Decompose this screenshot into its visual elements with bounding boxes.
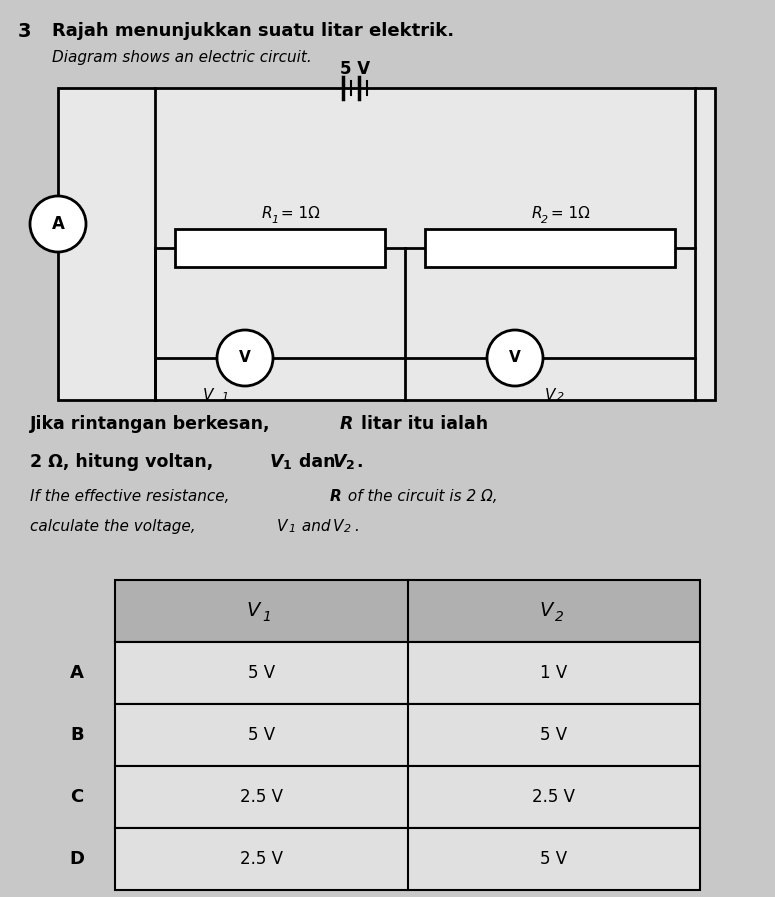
Text: .: . [356, 453, 363, 471]
Text: R: R [532, 206, 542, 221]
Text: 5 V: 5 V [540, 726, 567, 744]
Text: = 1Ω: = 1Ω [276, 206, 320, 221]
Text: V: V [239, 351, 251, 365]
Text: V: V [539, 602, 553, 621]
Text: 2: 2 [344, 524, 351, 534]
Text: C: C [71, 788, 84, 806]
Text: Diagram shows an electric circuit.: Diagram shows an electric circuit. [52, 50, 312, 65]
Text: 2.5 V: 2.5 V [239, 788, 283, 806]
Bar [115, 828, 700, 890]
Circle shape [30, 196, 86, 252]
Bar [58, 88, 715, 400]
Circle shape [217, 330, 273, 386]
Text: V: V [202, 388, 213, 403]
Text: R: R [340, 415, 353, 433]
Bar [115, 580, 700, 642]
Text: 5 V: 5 V [340, 60, 370, 78]
Text: R: R [262, 206, 273, 221]
Text: V: V [333, 519, 343, 534]
Text: 2.5 V: 2.5 V [532, 788, 575, 806]
Text: calculate the voltage,: calculate the voltage, [30, 519, 201, 534]
Text: 2 Ω, hitung voltan,: 2 Ω, hitung voltan, [30, 453, 219, 471]
Text: dan: dan [293, 453, 342, 471]
Text: 2: 2 [541, 215, 548, 225]
Bar [175, 229, 385, 267]
Text: 5 V: 5 V [540, 850, 567, 868]
Text: D: D [70, 850, 84, 868]
Text: 1: 1 [288, 524, 295, 534]
Text: 1: 1 [263, 610, 272, 624]
Text: 2.5 V: 2.5 V [239, 850, 283, 868]
Text: A: A [70, 664, 84, 682]
Text: 1: 1 [271, 215, 278, 225]
Bar [115, 704, 700, 766]
Text: and: and [297, 519, 336, 534]
Text: A: A [52, 215, 64, 233]
Text: If the effective resistance,: If the effective resistance, [30, 489, 234, 504]
Text: litar itu ialah: litar itu ialah [355, 415, 488, 433]
Text: R: R [330, 489, 342, 504]
Text: V: V [270, 453, 284, 471]
Text: B: B [71, 726, 84, 744]
Text: .: . [354, 519, 359, 534]
Text: 2: 2 [556, 610, 564, 624]
Text: 1 V: 1 V [540, 664, 567, 682]
Text: 5 V: 5 V [248, 726, 275, 744]
Text: V: V [333, 453, 346, 471]
Bar [425, 229, 675, 267]
Text: V: V [545, 388, 556, 403]
Text: 1: 1 [283, 459, 291, 472]
Text: V: V [246, 602, 260, 621]
Text: 1: 1 [221, 392, 228, 402]
Circle shape [487, 330, 543, 386]
Text: V: V [277, 519, 288, 534]
Text: 5 V: 5 V [248, 664, 275, 682]
Text: of the circuit is 2 Ω,: of the circuit is 2 Ω, [343, 489, 498, 504]
Bar [115, 642, 700, 704]
Text: 3: 3 [18, 22, 32, 41]
Text: = 1Ω: = 1Ω [546, 206, 590, 221]
Text: V: V [509, 351, 521, 365]
Text: 2: 2 [346, 459, 355, 472]
Bar [115, 766, 700, 828]
Text: Rajah menunjukkan suatu litar elektrik.: Rajah menunjukkan suatu litar elektrik. [52, 22, 454, 40]
Text: Jika rintangan berkesan,: Jika rintangan berkesan, [30, 415, 277, 433]
Text: 2: 2 [557, 392, 564, 402]
